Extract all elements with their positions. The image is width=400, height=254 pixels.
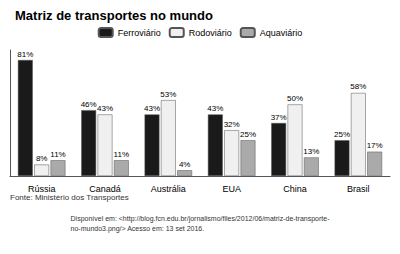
svg-text:China: China [283,184,307,194]
svg-text:Austrália: Austrália [151,184,186,194]
svg-text:Fonte: Ministério dos Transpor: Fonte: Ministério dos Transportes [10,193,129,202]
svg-text:32%: 32% [224,120,240,129]
svg-text:EUA: EUA [222,184,241,194]
svg-text:Aquaviário: Aquaviário [260,28,303,38]
svg-text:8%: 8% [36,154,48,163]
svg-text:43%: 43% [207,104,223,113]
svg-text:43%: 43% [97,104,113,113]
svg-text:81%: 81% [17,50,33,59]
svg-text:Disponível em: <http://blog.fc: Disponível em: <http://blog.fcn.edu.br/j… [71,215,331,223]
svg-text:37%: 37% [271,113,287,122]
svg-text:11%: 11% [114,150,129,159]
svg-text:Ferroviário: Ferroviário [118,28,161,38]
svg-text:13%: 13% [303,147,319,156]
svg-text:no-mundo3.png/> Acesso em: 13: no-mundo3.png/> Acesso em: 13 set 2016. [71,225,205,233]
svg-text:58%: 58% [350,82,366,91]
svg-text:11%: 11% [50,150,65,159]
svg-text:Matriz de transportes no mundo: Matriz de transportes no mundo [15,8,213,23]
svg-text:25%: 25% [334,130,350,139]
svg-text:Rodoviário: Rodoviário [189,28,232,38]
svg-text:43%: 43% [144,104,160,113]
svg-text:4%: 4% [179,160,191,169]
svg-text:50%: 50% [287,94,303,103]
svg-text:Canadá: Canadá [89,184,121,194]
svg-text:25%: 25% [240,130,256,139]
svg-text:17%: 17% [367,141,383,150]
svg-text:Brasil: Brasil [347,184,370,194]
svg-text:Rússia: Rússia [28,184,56,194]
svg-text:53%: 53% [160,90,176,99]
svg-text:46%: 46% [81,100,97,109]
